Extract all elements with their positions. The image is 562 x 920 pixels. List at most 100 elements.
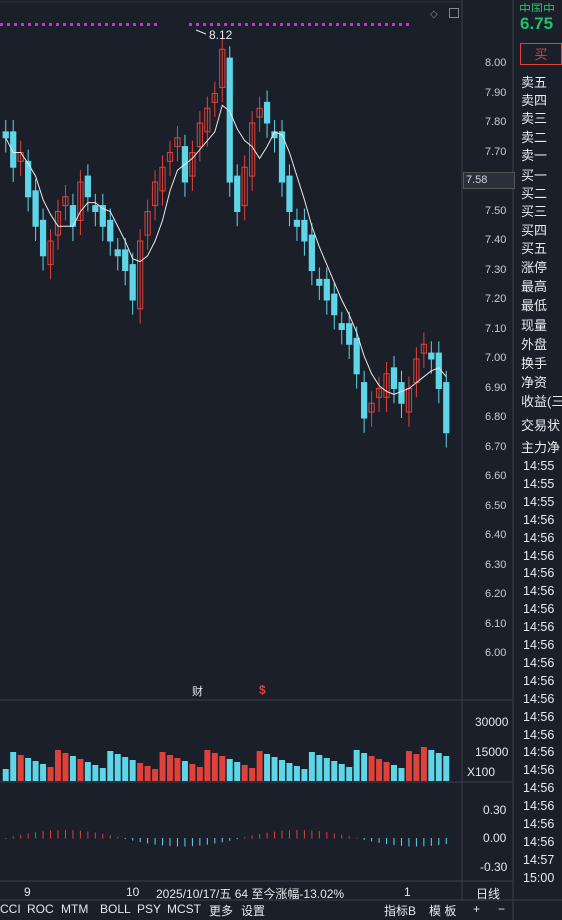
tab-cci[interactable]: CCI bbox=[0, 902, 21, 916]
macd-bar bbox=[20, 834, 22, 839]
volume-bar bbox=[264, 754, 271, 781]
tab-mtm[interactable]: MTM bbox=[61, 902, 89, 916]
signal-dot bbox=[287, 23, 290, 26]
macd-bar bbox=[221, 838, 223, 843]
candle-body bbox=[361, 382, 368, 419]
period-daily[interactable]: 日线 bbox=[476, 887, 501, 901]
finance-event-marker[interactable]: 财 bbox=[192, 686, 203, 698]
macd-bar bbox=[423, 838, 425, 847]
dividend-event-marker[interactable]: $ bbox=[259, 683, 266, 697]
volume-bar bbox=[167, 755, 173, 781]
macd-bar bbox=[102, 833, 104, 839]
volume-bar bbox=[443, 756, 450, 781]
signal-dot bbox=[70, 23, 73, 26]
candle-body bbox=[375, 388, 383, 398]
signal-dot bbox=[217, 23, 220, 26]
trade-time: 14:56 bbox=[523, 781, 555, 796]
signal-dot bbox=[378, 23, 381, 26]
price-tick: 7.20 bbox=[485, 293, 507, 305]
signal-dot bbox=[315, 23, 318, 26]
candle-body bbox=[77, 181, 84, 221]
quote-field-label: 净资 bbox=[521, 375, 548, 391]
macd-bar bbox=[445, 838, 447, 845]
candle-body bbox=[144, 211, 151, 236]
trade-time: 14:56 bbox=[523, 727, 555, 742]
signal-dot bbox=[35, 23, 38, 26]
volume-bar bbox=[69, 756, 76, 781]
macd-bar bbox=[35, 832, 37, 839]
buy-button[interactable]: 买 bbox=[520, 43, 562, 65]
candle-body bbox=[122, 249, 129, 272]
candle-body bbox=[92, 205, 99, 213]
macd-bar bbox=[79, 830, 81, 839]
macd-bar bbox=[326, 832, 328, 839]
volume-bar bbox=[47, 767, 54, 781]
price-tick: 7.70 bbox=[485, 145, 507, 158]
candle-body bbox=[62, 196, 69, 207]
macd-bar bbox=[415, 838, 417, 847]
candle-body bbox=[338, 323, 345, 331]
tab-indicator-b[interactable]: 指标B bbox=[384, 904, 417, 918]
macd-bar bbox=[341, 834, 343, 839]
trade-time: 14:56 bbox=[523, 799, 555, 814]
tab-roc[interactable]: ROC bbox=[27, 902, 54, 916]
volume-bar bbox=[308, 752, 315, 781]
macd-bar bbox=[162, 838, 164, 846]
volume-bar bbox=[2, 769, 9, 781]
current-price-text: 7.58 bbox=[466, 174, 488, 186]
volume-tick-15000: 15000 bbox=[475, 745, 509, 759]
candle-body bbox=[278, 131, 286, 183]
tab-more[interactable]: 更多 bbox=[209, 904, 234, 918]
signal-dot bbox=[21, 23, 24, 26]
price-tick: 6.60 bbox=[485, 470, 507, 482]
volume-bar bbox=[137, 763, 144, 781]
signal-dot bbox=[231, 23, 234, 26]
signal-dot bbox=[140, 23, 143, 26]
candle-body bbox=[383, 373, 390, 398]
macd-bar bbox=[244, 837, 246, 839]
trade-time: 14:56 bbox=[523, 745, 555, 760]
candle-body bbox=[241, 166, 248, 207]
signal-dot bbox=[273, 23, 276, 26]
quote-field-label: 涨停 bbox=[521, 260, 548, 275]
volume-bar bbox=[279, 760, 285, 781]
tab-settings[interactable]: 设置 bbox=[241, 904, 266, 918]
price-tick: 7.00 bbox=[485, 352, 507, 364]
candle-body bbox=[398, 382, 405, 404]
candle-body bbox=[137, 240, 144, 310]
zoom-in-button[interactable]: + bbox=[473, 902, 481, 916]
trade-time: 14:55 bbox=[523, 476, 555, 491]
zoom-out-button[interactable]: − bbox=[498, 902, 506, 916]
order-book-row: 卖二 bbox=[521, 129, 548, 145]
expand-icon[interactable] bbox=[449, 8, 459, 18]
order-book-row: 卖五 bbox=[521, 75, 548, 90]
candle-body bbox=[84, 175, 91, 198]
macd-bar bbox=[296, 830, 298, 839]
x-label-date-info: 2025/10/17/五 64 至今涨幅-13.02% bbox=[156, 887, 345, 901]
tab-mcst[interactable]: MCST bbox=[167, 902, 201, 916]
order-book-row: 买三 bbox=[521, 204, 548, 220]
tab-template[interactable]: 模 板 bbox=[429, 904, 457, 918]
signal-dot bbox=[196, 23, 199, 26]
macd-bar bbox=[236, 838, 238, 840]
candle-body bbox=[308, 234, 315, 272]
volume-bar bbox=[293, 766, 300, 781]
candle-body bbox=[286, 175, 293, 213]
diamond-icon[interactable]: ◇ bbox=[430, 9, 438, 20]
volume-bar bbox=[77, 759, 84, 781]
price-tick: 8.00 bbox=[485, 57, 507, 69]
macd-tick-0.30: 0.30 bbox=[483, 803, 507, 817]
candle-body bbox=[2, 131, 9, 139]
volume-bar bbox=[398, 768, 405, 781]
candle-body bbox=[420, 343, 427, 354]
candle-body bbox=[47, 240, 54, 266]
macd-bar bbox=[176, 838, 178, 847]
macd-bar bbox=[386, 838, 388, 845]
candle-body bbox=[263, 101, 271, 124]
tab-boll[interactable]: BOLL bbox=[100, 902, 131, 916]
tab-psy[interactable]: PSY bbox=[137, 902, 162, 916]
signal-dot bbox=[49, 23, 52, 26]
candle-body bbox=[390, 367, 398, 390]
volume-bar bbox=[174, 758, 181, 781]
